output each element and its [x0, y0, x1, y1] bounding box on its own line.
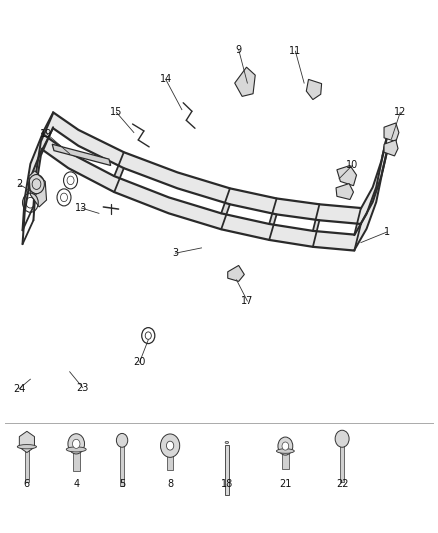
- Text: 6: 6: [24, 480, 30, 489]
- Polygon shape: [361, 131, 389, 223]
- Ellipse shape: [66, 447, 86, 452]
- Text: 3: 3: [172, 248, 178, 258]
- Text: 13: 13: [75, 203, 88, 213]
- Circle shape: [117, 433, 128, 447]
- Polygon shape: [52, 144, 111, 165]
- Polygon shape: [235, 67, 255, 96]
- FancyBboxPatch shape: [120, 440, 124, 486]
- Polygon shape: [114, 152, 124, 192]
- Circle shape: [335, 430, 349, 447]
- Text: 8: 8: [167, 480, 173, 489]
- Polygon shape: [337, 165, 357, 185]
- Polygon shape: [22, 135, 42, 244]
- Polygon shape: [29, 171, 46, 207]
- Polygon shape: [33, 114, 53, 220]
- Circle shape: [160, 434, 180, 457]
- Text: 24: 24: [13, 384, 25, 394]
- Text: 23: 23: [77, 383, 89, 393]
- Polygon shape: [306, 79, 321, 100]
- Polygon shape: [53, 112, 361, 224]
- Text: 4: 4: [73, 480, 79, 489]
- Text: 19: 19: [40, 128, 53, 139]
- Circle shape: [68, 434, 85, 454]
- Text: 15: 15: [110, 107, 123, 117]
- Text: 22: 22: [336, 480, 348, 489]
- Polygon shape: [42, 134, 354, 251]
- Text: 20: 20: [133, 357, 146, 367]
- Text: 11: 11: [289, 46, 301, 56]
- Text: 9: 9: [236, 45, 242, 54]
- Ellipse shape: [276, 449, 294, 453]
- Circle shape: [278, 437, 293, 455]
- FancyBboxPatch shape: [340, 439, 344, 482]
- Circle shape: [282, 442, 289, 450]
- Polygon shape: [354, 156, 383, 250]
- Polygon shape: [354, 208, 361, 251]
- Text: 12: 12: [394, 107, 406, 117]
- Polygon shape: [313, 204, 319, 247]
- Polygon shape: [19, 431, 35, 453]
- FancyBboxPatch shape: [73, 450, 80, 471]
- Polygon shape: [269, 198, 277, 240]
- Polygon shape: [384, 123, 399, 142]
- Text: 2: 2: [16, 179, 22, 189]
- FancyBboxPatch shape: [282, 451, 289, 469]
- Text: 1: 1: [384, 227, 390, 237]
- Text: 14: 14: [159, 75, 172, 84]
- Polygon shape: [228, 265, 244, 281]
- Circle shape: [73, 439, 80, 448]
- Text: 10: 10: [346, 160, 358, 171]
- Text: 5: 5: [119, 480, 125, 489]
- FancyBboxPatch shape: [225, 445, 229, 495]
- Ellipse shape: [225, 441, 229, 443]
- FancyBboxPatch shape: [167, 447, 173, 470]
- Polygon shape: [384, 140, 398, 156]
- Polygon shape: [42, 112, 53, 150]
- Ellipse shape: [17, 445, 36, 449]
- Circle shape: [166, 441, 174, 450]
- Text: 21: 21: [279, 480, 292, 489]
- Text: 18: 18: [221, 480, 233, 489]
- Polygon shape: [336, 183, 353, 199]
- FancyBboxPatch shape: [25, 447, 29, 482]
- Polygon shape: [221, 188, 230, 229]
- Text: 17: 17: [241, 296, 254, 306]
